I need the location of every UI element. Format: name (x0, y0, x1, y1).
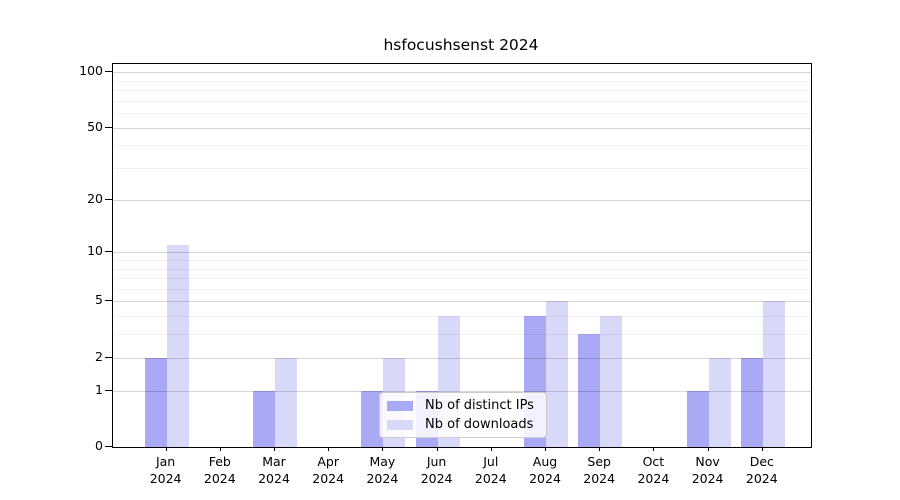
legend-swatch-downloads-icon (387, 419, 413, 430)
gridline-major-20 (113, 199, 811, 201)
x-tick-label-may: May 2024 (350, 453, 414, 487)
bar-distinct-ips-nov (686, 390, 709, 447)
bar-downloads-jan (166, 245, 189, 447)
y-tick-label-1: 1 (95, 381, 103, 397)
x-tick-year: 2024 (366, 471, 399, 486)
x-tick-label-dec: Dec 2024 (730, 453, 794, 487)
bar-distinct-ips-dec (740, 357, 763, 447)
x-tick-mark (599, 447, 601, 451)
chart-title: hsfocushsenst 2024 (383, 36, 539, 54)
plot-area (112, 63, 812, 448)
legend-item-distinct-ips: Nb of distinct IPs (380, 398, 546, 413)
gridline-minor-40 (113, 145, 811, 147)
x-tick-year: 2024 (691, 471, 724, 486)
x-tick-year: 2024 (149, 471, 182, 486)
x-tick-year: 2024 (529, 471, 561, 486)
x-tick-mark (219, 447, 221, 451)
bar-downloads-mar (275, 357, 297, 447)
y-tick-mark (105, 446, 112, 447)
y-tick-label-2: 2 (95, 348, 103, 364)
gridline-minor-8 (113, 268, 811, 270)
x-tick-mark (707, 447, 709, 451)
gridline-major-1 (113, 390, 811, 392)
bar-downloads-aug (546, 301, 568, 447)
x-tick-mark (382, 447, 384, 451)
y-tick-mark (105, 198, 112, 200)
x-tick-mark (274, 447, 275, 451)
x-tick-year: 2024 (203, 471, 236, 486)
bar-distinct-ips-may (361, 390, 384, 447)
gridline-minor-80 (113, 89, 811, 91)
bar-downloads-dec (762, 301, 785, 447)
legend-label: Nb of distinct IPs (425, 398, 534, 413)
legend: Nb of distinct IPs Nb of downloads (379, 392, 547, 438)
x-tick-label-apr: Apr 2024 (296, 453, 360, 487)
x-tick-mark (328, 447, 330, 451)
gridline-major-10 (113, 252, 811, 254)
bar-distinct-ips-sep (578, 334, 601, 447)
x-tick-year: 2024 (420, 471, 453, 486)
x-tick-year: 2024 (312, 471, 345, 486)
y-tick-label-10: 10 (87, 243, 103, 259)
bar-downloads-nov (708, 357, 731, 447)
gridline-major-100 (113, 72, 811, 73)
gridline-minor-4 (113, 316, 811, 318)
y-tick-label-20: 20 (87, 190, 103, 206)
x-tick-label-oct: Oct 2024 (621, 453, 685, 487)
x-tick-label-mar: Mar 2024 (242, 453, 306, 487)
y-tick-label-50: 50 (87, 118, 103, 134)
x-tick-label-sep: Sep 2024 (567, 453, 631, 487)
legend-label: Nb of downloads (425, 417, 534, 432)
x-tick-mark (761, 447, 763, 451)
y-tick-mark (105, 356, 112, 358)
gridline-minor-9 (113, 259, 811, 261)
x-tick-label-aug: Aug 2024 (513, 453, 577, 487)
gridline-minor-60 (113, 113, 811, 114)
gridline-minor-3 (113, 334, 811, 336)
x-tick-year: 2024 (637, 471, 670, 486)
x-tick-mark (165, 447, 167, 451)
bar-distinct-ips-jan (144, 357, 167, 447)
x-tick-label-feb: Feb 2024 (188, 453, 252, 487)
y-tick-mark (105, 389, 112, 391)
x-tick-mark (436, 447, 438, 451)
legend-item-downloads: Nb of downloads (380, 417, 546, 432)
x-tick-label-jan: Jan 2024 (134, 453, 198, 487)
x-tick-year: 2024 (583, 471, 616, 486)
gridline-major-5 (113, 301, 811, 303)
x-tick-label-nov: Nov 2024 (676, 453, 740, 487)
legend-swatch-distinct-ips-icon (387, 400, 413, 411)
gridline-major-2 (113, 357, 811, 359)
gridline-minor-30 (113, 168, 811, 169)
y-tick-label-0: 0 (95, 438, 103, 453)
bar-downloads-sep (600, 316, 623, 447)
gridline-minor-70 (113, 100, 811, 102)
y-tick-mark (105, 300, 112, 302)
gridline-major-50 (113, 127, 811, 129)
y-tick-label-100: 100 (79, 63, 103, 78)
x-tick-mark (490, 447, 492, 451)
y-tick-label-5: 5 (95, 292, 103, 308)
x-tick-mark (545, 447, 546, 451)
y-tick-mark (105, 71, 112, 72)
x-tick-label-jul: Jul 2024 (459, 453, 523, 487)
bar-distinct-ips-mar (253, 390, 275, 447)
x-tick-year: 2024 (745, 471, 778, 486)
x-tick-label-jun: Jun 2024 (405, 453, 469, 487)
x-tick-year: 2024 (258, 471, 290, 486)
gridline-minor-7 (113, 278, 811, 279)
x-tick-year: 2024 (474, 471, 507, 486)
y-tick-mark (105, 126, 112, 128)
y-tick-mark (105, 251, 112, 253)
x-tick-mark (653, 447, 655, 451)
gridline-minor-6 (113, 288, 811, 290)
gridline-minor-90 (113, 80, 811, 82)
